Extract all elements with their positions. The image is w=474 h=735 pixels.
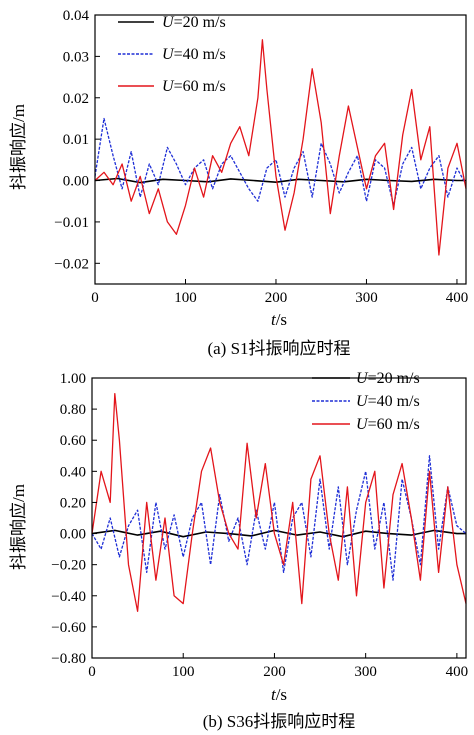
y-tick-label-b: 0.80 [60,402,86,418]
x-tick-label-a: 200 [265,290,288,306]
series-line-a-u20 [94,177,466,184]
chart-panel-a: 抖振响应/m t/s (a) S1抖振响应时程 0 100 200 300 400 −0.… [9,8,468,358]
legend-label-a-u20: U=20 m/s [162,14,226,31]
y-tick-label-a: 0.00 [63,174,89,190]
series-line-b-u60 [91,392,467,612]
y-tick-label-a: 0.04 [63,8,90,24]
x-tick-label-a: 100 [174,290,197,306]
y-tick-label-b: −0.20 [51,558,86,574]
caption-b: (b) S36抖振响应时程 [203,712,356,731]
legend-label-b-u60: U=60 m/s [356,416,420,433]
y-tick-label-a: −0.02 [54,256,89,272]
xlabel-a: t/s [271,310,287,329]
legend-label-a-u60: U=60 m/s [162,78,226,95]
ylabel-b: 抖振响应/m [9,484,28,570]
x-tick-label-a: 0 [91,290,99,306]
y-tick-label-b: −0.40 [51,589,86,605]
ylabel-a: 抖振响应/m [9,104,28,190]
series-line-a-u40 [94,117,467,207]
legend-label-b-u20: U=20 m/s [356,370,420,387]
legend-label-a-u40: U=40 m/s [162,46,226,63]
plot-frame-a [94,14,467,285]
x-tick-label-b: 100 [172,664,195,680]
y-tick-label-b: 1.00 [60,371,86,387]
y-tick-label-b: −0.80 [51,651,86,667]
y-tick-label-b: 0.40 [60,464,86,480]
series-line-b-u40 [91,455,467,581]
y-tick-label-a: 0.02 [63,91,89,107]
plot-frame-b [91,377,467,659]
legend-label-b-u40: U=40 m/s [356,393,420,410]
y-tick-label-a: 0.01 [63,132,89,148]
xlabel-b: t/s [271,685,287,704]
chart-panel-b: 抖振响应/m t/s (b) S36抖振响应时程 0 100 200 300 400 −0… [9,370,468,731]
y-tick-label-b: 0.20 [60,495,86,511]
y-tick-label-b: 0.60 [60,433,86,449]
y-tick-label-a: −0.01 [54,215,89,231]
y-tick-label-b: 0.00 [60,527,86,543]
x-tick-label-a: 300 [355,290,378,306]
y-tick-label-a: 0.03 [63,49,89,65]
x-tick-label-b: 400 [446,664,469,680]
x-tick-label-a: 400 [446,290,469,306]
x-tick-label-b: 200 [263,664,286,680]
x-tick-label-b: 300 [354,664,377,680]
x-tick-label-b: 0 [88,664,96,680]
series-line-a-u60 [94,39,467,256]
y-tick-label-b: −0.60 [51,620,86,636]
caption-a: (a) S1抖振响应时程 [207,339,350,358]
